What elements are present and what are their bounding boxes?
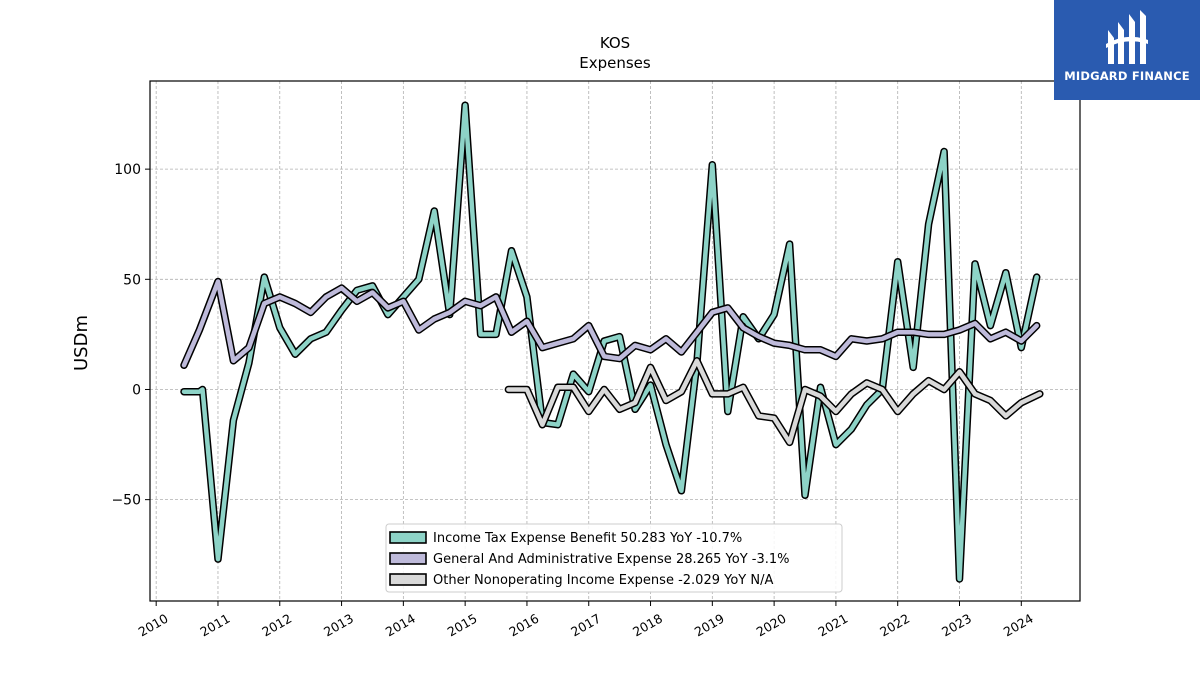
series-line bbox=[506, 358, 1043, 445]
legend-swatch bbox=[389, 552, 427, 565]
legend-box bbox=[385, 523, 843, 593]
x-axis-ticks: 2010 2011 2012 2013 2014 2015 2016 2017 2018 2019… bbox=[136, 601, 1036, 640]
x-tick-label: 2019 bbox=[692, 611, 727, 640]
x-tick-label: 2011 bbox=[197, 611, 232, 640]
x-tick-label: 2014 bbox=[383, 611, 418, 640]
y-tick-label: 0 bbox=[132, 382, 141, 398]
chart-subtitle: Expenses bbox=[579, 54, 651, 72]
x-tick-label: 2012 bbox=[259, 611, 294, 640]
brand-logo: MIDGARD FINANCE bbox=[1054, 0, 1200, 100]
series-line bbox=[181, 102, 1039, 582]
y-tick-label: 100 bbox=[114, 162, 141, 178]
x-tick-label: 2017 bbox=[568, 611, 603, 640]
x-tick-label: 2021 bbox=[815, 611, 850, 640]
series-line bbox=[181, 279, 1039, 368]
x-tick-label: 2022 bbox=[877, 611, 912, 640]
y-axis-ticks: −50 0 50 100 bbox=[111, 162, 150, 509]
legend-label: General And Administrative Expense 28.26… bbox=[433, 552, 790, 567]
x-tick-label: 2015 bbox=[445, 611, 480, 640]
plot-lines bbox=[180, 101, 1044, 583]
midgard-logo-icon bbox=[1106, 10, 1148, 64]
x-tick-label: 2013 bbox=[321, 611, 356, 640]
x-tick-label: 2018 bbox=[630, 611, 665, 640]
plot-frame bbox=[149, 80, 1081, 602]
x-tick-label: 2020 bbox=[754, 611, 789, 640]
y-tick-label: −50 bbox=[111, 493, 141, 509]
legend-swatch bbox=[389, 531, 427, 544]
x-tick-label: 2010 bbox=[136, 611, 171, 640]
x-tick-label: 2016 bbox=[506, 611, 541, 640]
chart-title: KOS bbox=[600, 34, 630, 52]
brand-name: MIDGARD FINANCE bbox=[1064, 69, 1190, 83]
legend-label: Other Nonoperating Income Expense -2.029… bbox=[433, 573, 773, 588]
x-tick-label: 2024 bbox=[1001, 611, 1036, 640]
legend-label: Income Tax Expense Benefit 50.283 YoY -1… bbox=[433, 531, 742, 546]
y-axis-label: USDm bbox=[71, 315, 92, 371]
legend: Income Tax Expense Benefit 50.283 YoY -1… bbox=[385, 523, 843, 593]
legend-swatch bbox=[389, 573, 427, 586]
x-tick-label: 2023 bbox=[939, 611, 974, 640]
y-tick-label: 50 bbox=[123, 272, 141, 288]
